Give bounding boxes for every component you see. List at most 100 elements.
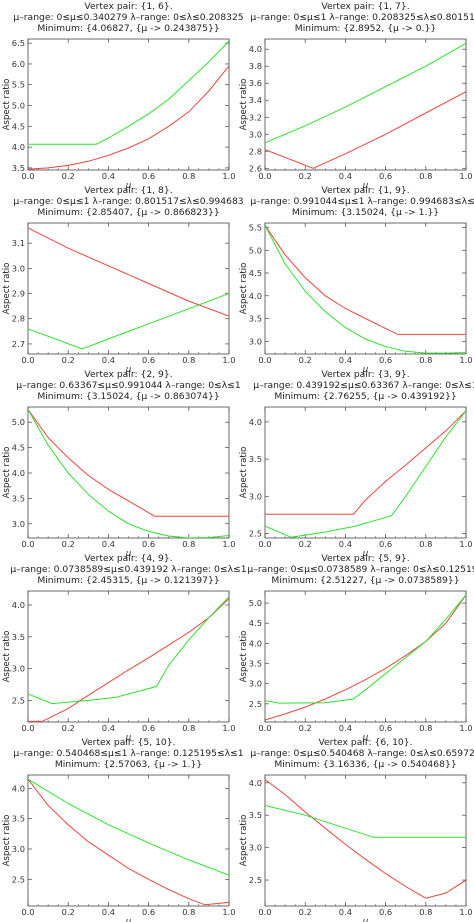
chart-range-line: μ–range: 0.991044≤μ≤1 λ–range: 0.994683≤…: [250, 196, 474, 207]
x-tick-label: 0.4: [339, 171, 352, 181]
y-tick-label: 4.5: [12, 121, 25, 131]
x-tick-label: 1.0: [459, 907, 472, 917]
x-tick-label: 0.0: [21, 539, 34, 549]
x-tick-label: 0.6: [142, 171, 155, 181]
x-tick-label: 0.6: [379, 907, 392, 917]
chart-minimum-line: Minimum: {2.57063, {μ -> 1.}}: [55, 759, 202, 770]
chart-range-line: μ–range: 0≤μ≤0.340279 λ–range: 0≤λ≤0.208…: [13, 12, 243, 23]
chart-svg-8: Vertex pair: {5, 9}.μ–range: 0≤μ≤0.07385…: [239, 553, 474, 743]
chart-range-line: μ–range: 0.63367≤μ≤0.991044 λ–range: 0≤λ…: [16, 380, 240, 391]
chart-panel-3: Vertex pair: {1, 8}. μ–range: 0≤μ≤1 λ–ran…: [0, 184, 244, 375]
plot-frame: [264, 406, 467, 539]
chart-minimum-line: Minimum: {2.76255, {μ -> 0.439192}}: [274, 391, 456, 402]
chart-range-line: μ–range: 0.439192≤μ≤0.63367 λ–range: 0≤λ…: [253, 380, 474, 391]
x-tick-label: 0.8: [419, 171, 432, 181]
y-axis-label: Aspect ratio: [239, 79, 249, 131]
y-tick-label: 5.0: [249, 598, 262, 608]
x-tick-label: 0.8: [419, 539, 432, 549]
series-line-red: [28, 409, 229, 517]
x-tick-label: 0.8: [419, 723, 432, 733]
chart-range-line: μ–range: 0.0738589≤μ≤0.439192 λ–range: 0…: [10, 564, 246, 575]
x-tick-label: 0.0: [258, 171, 271, 181]
plot-frame: [27, 38, 230, 171]
series-line-red: [28, 598, 229, 722]
x-tick-label: 0.6: [379, 723, 392, 733]
y-tick-label: 4.0: [249, 44, 262, 54]
chart-minimum-line: Minimum: {4.06827, {μ -> 0.243875}}: [37, 23, 219, 34]
x-tick-label: 0.0: [258, 539, 271, 549]
chart-panel-8: Vertex pair: {5, 9}. μ–range: 0≤μ≤0.07385…: [237, 552, 474, 743]
x-tick-label: 0.8: [182, 355, 195, 365]
chart-panel-1: Vertex pair: {1, 6}. μ–range: 0≤μ≤0.34027…: [0, 0, 244, 191]
x-tick-label: 1.0: [459, 355, 472, 365]
y-tick-label: 4.0: [249, 778, 262, 788]
y-tick-label: 4.0: [249, 638, 262, 648]
x-axis-label: μ: [362, 917, 369, 922]
chart-panel-6: Vertex pair: {3, 9}. μ–range: 0.439192≤μ≤…: [237, 368, 474, 559]
y-axis-label: Aspect ratio: [239, 447, 249, 499]
x-tick-label: 0.8: [182, 171, 195, 181]
chart-title: Vertex pair: {5, 10}.: [81, 737, 175, 748]
chart-minimum-line: Minimum: {3.15024, {μ -> 0.863074}}: [37, 391, 219, 402]
series-line-green: [265, 225, 466, 354]
y-tick-label: 3.0: [249, 336, 262, 346]
plot-frame: [27, 406, 230, 539]
chart-title: Vertex pair: {4, 9}.: [84, 553, 172, 564]
x-tick-label: 0.2: [62, 171, 75, 181]
y-tick-label: 3.5: [12, 632, 25, 642]
y-axis-label: Aspect ratio: [239, 263, 249, 315]
x-tick-label: 0.2: [299, 171, 312, 181]
plot-frame: [27, 774, 230, 907]
chart-svg-7: Vertex pair: {4, 9}.μ–range: 0.0738589≤μ…: [2, 553, 247, 743]
chart-range-line: μ–range: 0≤μ≤1 λ–range: 0.208325≤λ≤0.801…: [250, 12, 474, 23]
x-tick-label: 0.6: [379, 539, 392, 549]
series-line-red: [265, 91, 466, 169]
chart-range-line: μ–range: 0.540468≤μ≤1 λ–range: 0.125195≤…: [13, 748, 243, 759]
x-tick-label: 0.2: [62, 355, 75, 365]
x-tick-label: 0.2: [62, 723, 75, 733]
y-tick-label: 3.0: [249, 129, 262, 139]
x-axis-label: μ: [125, 917, 132, 922]
x-tick-label: 0.0: [21, 907, 34, 917]
y-tick-label: 2.5: [12, 874, 25, 884]
x-tick-label: 1.0: [222, 723, 235, 733]
y-tick-label: 3.0: [249, 491, 262, 501]
chart-minimum-line: Minimum: {2.85407, {μ -> 0.866823}}: [37, 207, 219, 218]
chart-range-line: μ–range: 0≤μ≤1 λ–range: 0.801517≤λ≤0.994…: [13, 196, 243, 207]
x-tick-label: 0.0: [258, 723, 271, 733]
chart-range-line: μ–range: 0≤μ≤0.540468 λ–range: 0≤λ≤0.659…: [250, 748, 474, 759]
x-tick-label: 0.4: [102, 539, 115, 549]
chart-panel-7: Vertex pair: {4, 9}. μ–range: 0.0738589≤μ…: [0, 552, 247, 743]
y-tick-label: 4.5: [12, 443, 25, 453]
x-axis-label: μ: [362, 365, 369, 375]
x-tick-label: 0.4: [102, 907, 115, 917]
x-axis-label: μ: [125, 549, 132, 559]
x-tick-label: 0.0: [258, 355, 271, 365]
y-tick-label: 2.5: [249, 875, 262, 885]
y-axis-label: Aspect ratio: [2, 815, 12, 867]
chart-svg-4: Vertex pair: {1, 9}.μ–range: 0.991044≤μ≤…: [239, 185, 474, 375]
x-tick-label: 0.0: [21, 723, 34, 733]
plot-frame: [27, 590, 230, 723]
chart-svg-5: Vertex pair: {2, 9}.μ–range: 0.63367≤μ≤0…: [2, 369, 241, 559]
x-tick-label: 0.8: [419, 355, 432, 365]
x-tick-label: 0.4: [339, 539, 352, 549]
x-tick-label: 0.6: [379, 355, 392, 365]
x-tick-label: 1.0: [459, 539, 472, 549]
x-tick-label: 0.4: [102, 171, 115, 181]
chart-svg-6: Vertex pair: {3, 9}.μ–range: 0.439192≤μ≤…: [239, 369, 474, 559]
x-tick-label: 0.4: [102, 723, 115, 733]
y-axis-label: Aspect ratio: [239, 815, 249, 867]
series-line-green: [28, 40, 229, 145]
series-line-red: [265, 779, 466, 899]
chart-svg-10: Vertex pair: {6, 10}.μ–range: 0≤μ≤0.5404…: [239, 737, 474, 922]
x-tick-label: 0.2: [299, 539, 312, 549]
chart-range-line: μ–range: 0≤μ≤0.0738589 λ–range: 0≤λ≤0.12…: [247, 564, 474, 575]
x-tick-label: 0.0: [21, 171, 34, 181]
x-tick-label: 0.8: [419, 907, 432, 917]
chart-title: Vertex pair: {1, 8}.: [84, 185, 172, 196]
chart-title: Vertex pair: {2, 9}.: [84, 369, 172, 380]
x-tick-label: 1.0: [222, 355, 235, 365]
x-tick-label: 0.0: [258, 907, 271, 917]
series-line-green: [28, 293, 229, 350]
